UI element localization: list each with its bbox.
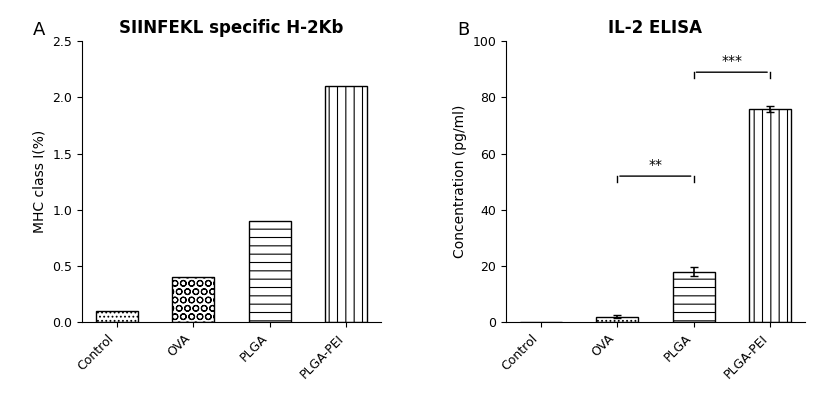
Y-axis label: Concentration (pg/ml): Concentration (pg/ml) bbox=[453, 105, 467, 259]
Text: B: B bbox=[456, 21, 469, 39]
Title: IL-2 ELISA: IL-2 ELISA bbox=[608, 19, 702, 37]
Bar bbox=[325, 86, 367, 322]
Bar bbox=[596, 316, 638, 322]
Title: SIINFEKL specific H-2Kb: SIINFEKL specific H-2Kb bbox=[119, 19, 343, 37]
Text: ***: *** bbox=[722, 54, 742, 68]
Bar bbox=[749, 109, 791, 322]
Text: **: ** bbox=[649, 158, 663, 172]
Y-axis label: MHC class I(%): MHC class I(%) bbox=[33, 130, 47, 233]
Bar bbox=[172, 277, 214, 322]
Bar bbox=[249, 221, 291, 322]
Bar bbox=[96, 311, 138, 322]
Text: A: A bbox=[33, 21, 45, 39]
Bar bbox=[672, 272, 714, 322]
